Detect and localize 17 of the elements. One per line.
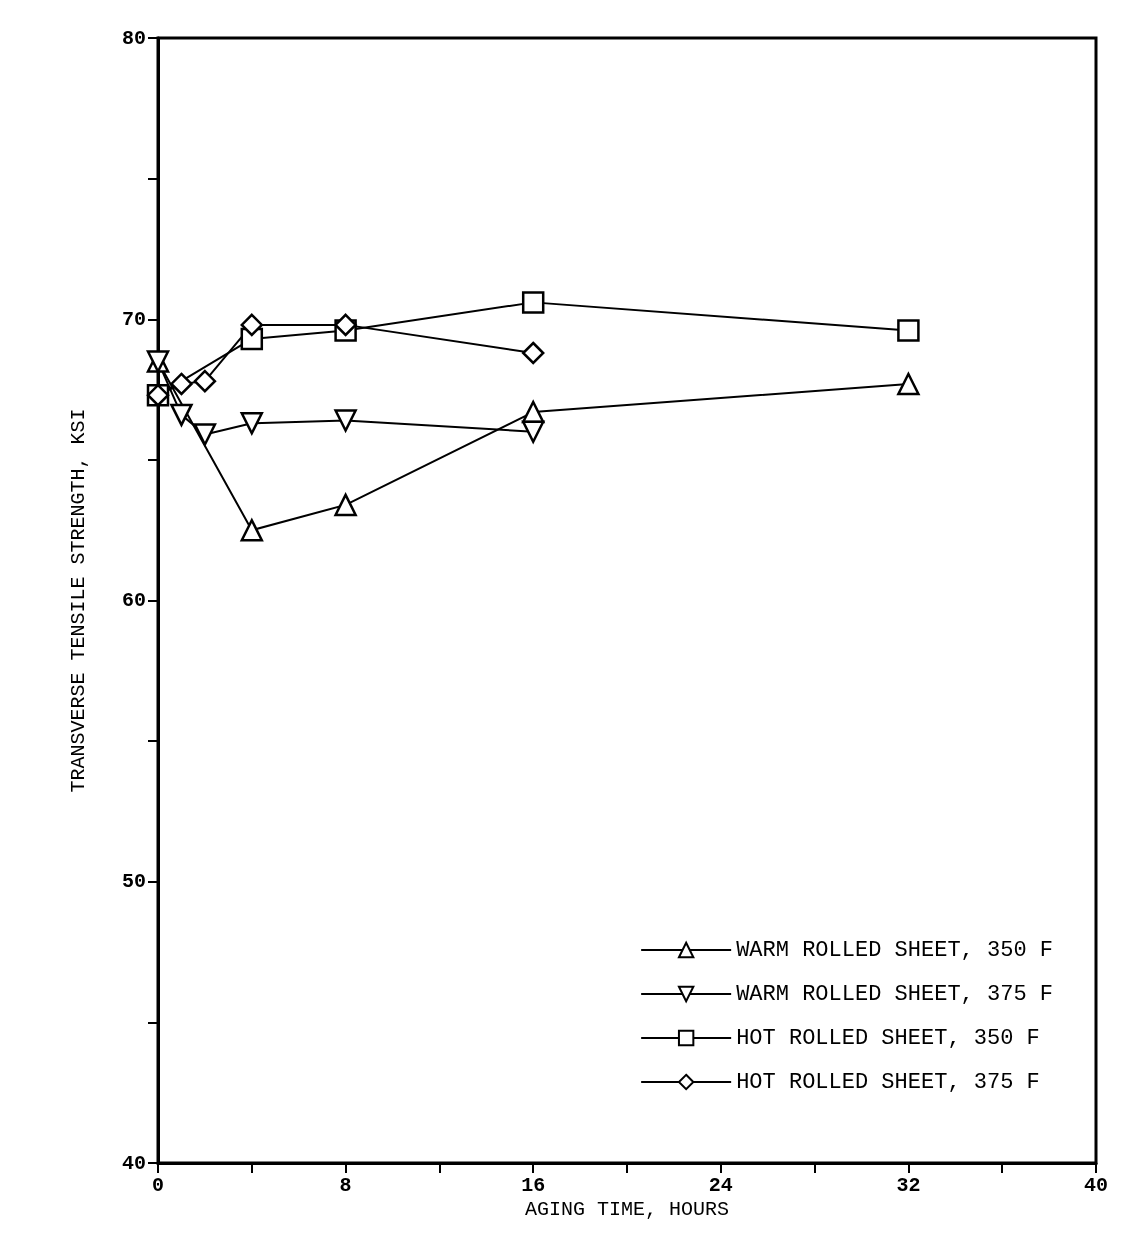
y-tick-label: 70 xyxy=(121,307,146,331)
legend-label: HOT ROLLED SHEET, 350 F xyxy=(736,1025,1040,1051)
x-tick-label: 32 xyxy=(896,1173,921,1197)
y-tick-label: 60 xyxy=(121,589,146,612)
y-tick-label: 80 xyxy=(121,26,146,50)
x-tick-label: 8 xyxy=(339,1173,352,1197)
y-axis-title: TRANSVERSE TENSILE STRENGTH, KSI xyxy=(66,408,90,793)
y-tick-label: 40 xyxy=(121,1151,146,1175)
x-tick-label: 40 xyxy=(1083,1173,1109,1197)
legend-label: WARM ROLLED SHEET, 350 F xyxy=(736,937,1054,963)
x-axis-title: AGING TIME, HOURS xyxy=(524,1198,730,1222)
legend-label: WARM ROLLED SHEET, 375 F xyxy=(736,981,1054,1007)
x-tick-label: 16 xyxy=(521,1173,546,1197)
legend-label: HOT ROLLED SHEET, 375 F xyxy=(736,1069,1040,1095)
x-tick-label: 24 xyxy=(708,1173,733,1197)
x-tick-label: 0 xyxy=(151,1173,165,1197)
y-tick-label: 50 xyxy=(121,870,146,894)
